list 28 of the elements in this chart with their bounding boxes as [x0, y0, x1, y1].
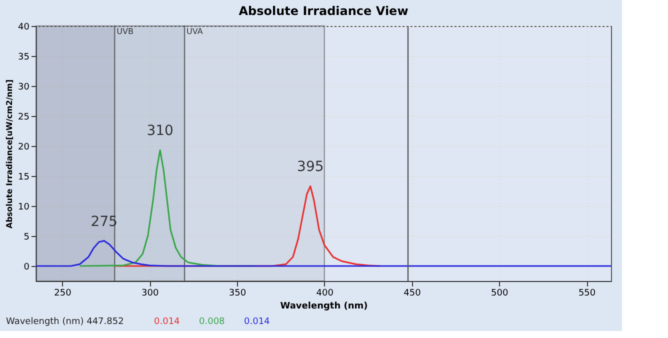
text: 0.014	[244, 317, 270, 327]
y-tick-label: 35	[18, 52, 30, 62]
x-tick-label: 250	[54, 288, 72, 298]
y-tick-label: 40	[18, 22, 30, 32]
y-axis-title: Absolute Irradiance[uW/cm2/nm]	[5, 80, 14, 228]
x-tick-label: 400	[316, 288, 334, 298]
x-tick-label: 550	[578, 288, 596, 298]
band-label: UVA	[186, 27, 204, 36]
y-tick-label: 5	[24, 232, 30, 242]
y-tick-label: 0	[24, 262, 30, 272]
text: Wavelength (nm) 447.852	[6, 317, 124, 327]
annotation: 310	[146, 123, 174, 140]
x-tick-label: 450	[404, 288, 422, 298]
y-tick-label: 30	[18, 82, 30, 92]
text: 0.008	[199, 317, 226, 327]
text: 0.014	[154, 317, 180, 327]
y-tick-label: 15	[18, 172, 30, 182]
band-label: UVB	[116, 27, 134, 36]
y-tick-label: 10	[18, 202, 30, 212]
line-series	[35, 240, 612, 267]
x-tick-label: 300	[142, 288, 159, 298]
chart-title: Absolute Irradiance View	[238, 4, 408, 18]
x-tick-label: 350	[228, 288, 246, 298]
y-tick-label: 20	[18, 142, 30, 152]
annotation: 395	[297, 159, 324, 176]
y-tick-label: 25	[18, 112, 30, 122]
x-axis-title: Wavelength (nm)	[280, 302, 368, 312]
x-tick-label: 500	[491, 288, 509, 298]
